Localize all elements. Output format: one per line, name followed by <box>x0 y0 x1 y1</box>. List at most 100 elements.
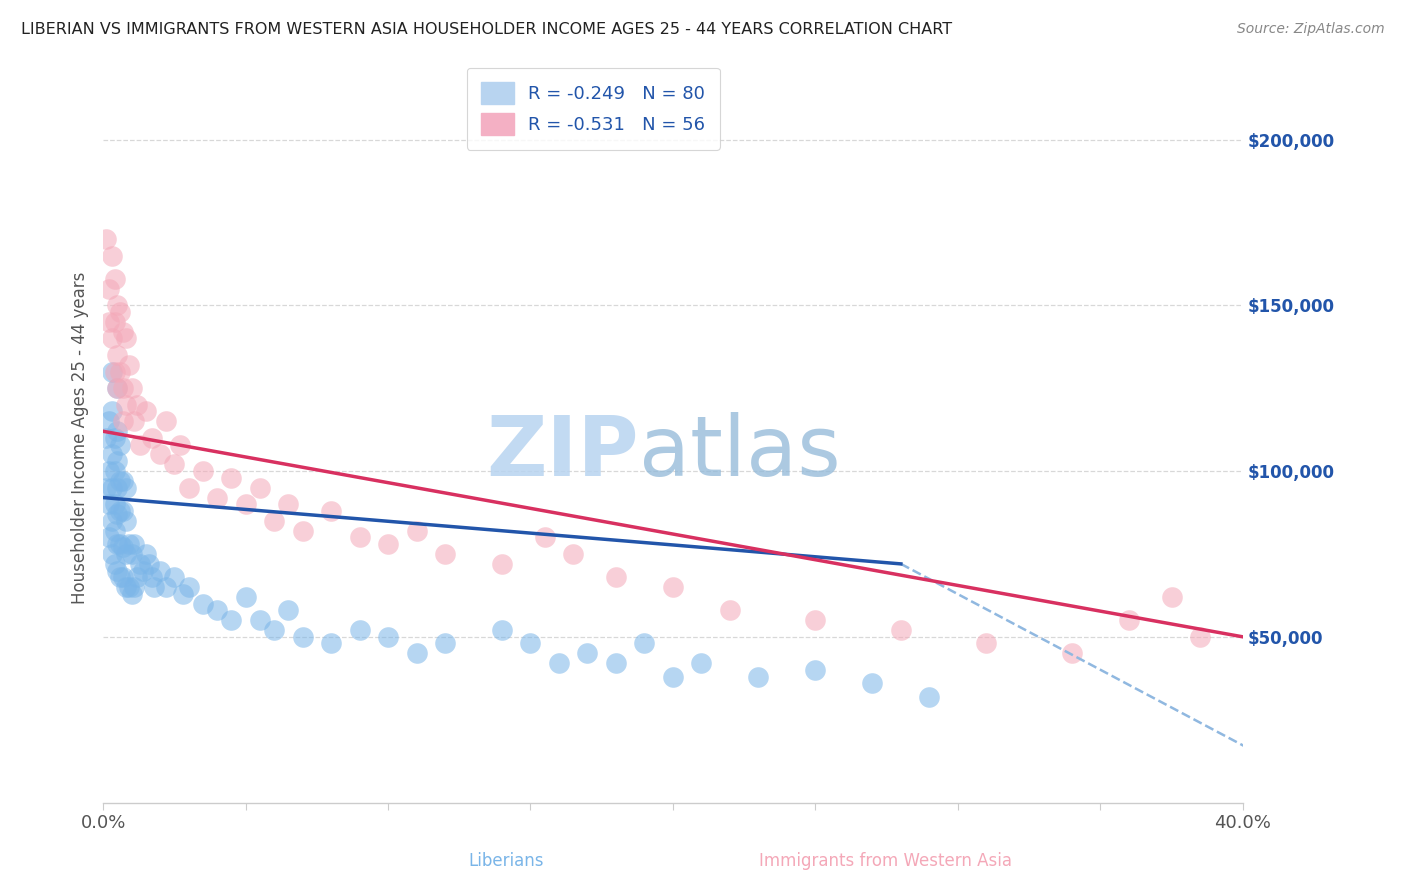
Point <box>349 530 371 544</box>
Point <box>105 298 128 312</box>
Point <box>141 570 163 584</box>
Point <box>118 537 141 551</box>
Point <box>155 414 177 428</box>
Point <box>115 481 138 495</box>
Point <box>127 570 149 584</box>
Point <box>103 365 125 379</box>
Point <box>191 597 214 611</box>
Point <box>103 464 125 478</box>
Point <box>263 514 285 528</box>
Point <box>115 514 138 528</box>
Point <box>112 414 135 428</box>
Point <box>100 404 122 418</box>
Point <box>249 613 271 627</box>
Point <box>434 636 457 650</box>
Point <box>112 570 135 584</box>
Point <box>918 690 941 704</box>
Point <box>112 381 135 395</box>
Point <box>105 507 128 521</box>
Point <box>110 537 132 551</box>
Point <box>97 282 120 296</box>
Point <box>177 481 200 495</box>
Point <box>662 670 685 684</box>
Point <box>127 398 149 412</box>
Text: LIBERIAN VS IMMIGRANTS FROM WESTERN ASIA HOUSEHOLDER INCOME AGES 25 - 44 YEARS C: LIBERIAN VS IMMIGRANTS FROM WESTERN ASIA… <box>21 22 952 37</box>
Point <box>124 580 146 594</box>
Text: Source: ZipAtlas.com: Source: ZipAtlas.com <box>1237 22 1385 37</box>
Point <box>533 530 555 544</box>
Point <box>124 414 146 428</box>
Point <box>105 454 128 468</box>
Point <box>377 537 399 551</box>
Point <box>105 481 128 495</box>
Point <box>177 580 200 594</box>
Point <box>1118 613 1140 627</box>
Point <box>105 564 128 578</box>
Point <box>110 365 132 379</box>
Point <box>138 557 160 571</box>
Point <box>860 676 883 690</box>
Point <box>118 580 141 594</box>
Point <box>804 613 827 627</box>
Point <box>633 636 655 650</box>
Point <box>105 348 128 362</box>
Point <box>100 448 122 462</box>
Point <box>105 381 128 395</box>
Point <box>132 564 155 578</box>
Point <box>97 315 120 329</box>
Point <box>434 547 457 561</box>
Point <box>349 624 371 638</box>
Point <box>103 272 125 286</box>
Point <box>291 630 314 644</box>
Point <box>129 437 152 451</box>
Point <box>277 603 299 617</box>
Point <box>576 647 599 661</box>
Point <box>718 603 741 617</box>
Point <box>319 636 342 650</box>
Point <box>110 474 132 488</box>
Point <box>110 504 132 518</box>
Point <box>291 524 314 538</box>
Point <box>249 481 271 495</box>
Text: atlas: atlas <box>638 412 841 493</box>
Point <box>94 431 117 445</box>
Point <box>149 564 172 578</box>
Point <box>105 381 128 395</box>
Legend: R = -0.249   N = 80, R = -0.531   N = 56: R = -0.249 N = 80, R = -0.531 N = 56 <box>467 68 720 150</box>
Point <box>548 657 571 671</box>
Point <box>135 547 157 561</box>
Point <box>97 497 120 511</box>
Point <box>747 670 769 684</box>
Point <box>121 381 143 395</box>
Point <box>405 524 427 538</box>
Point <box>377 630 399 644</box>
Point <box>141 431 163 445</box>
Text: Liberians: Liberians <box>468 852 544 870</box>
Point <box>103 431 125 445</box>
Point <box>103 524 125 538</box>
Point <box>112 325 135 339</box>
Point <box>562 547 585 561</box>
Point <box>205 603 228 617</box>
Y-axis label: Householder Income Ages 25 - 44 years: Householder Income Ages 25 - 44 years <box>72 272 89 604</box>
Point <box>112 504 135 518</box>
Point <box>205 491 228 505</box>
Point <box>405 647 427 661</box>
Point <box>605 570 627 584</box>
Point <box>110 305 132 319</box>
Point <box>890 624 912 638</box>
Point <box>124 537 146 551</box>
Point <box>100 331 122 345</box>
Point <box>690 657 713 671</box>
Point <box>605 657 627 671</box>
Point <box>1189 630 1212 644</box>
Point <box>235 497 257 511</box>
Point <box>103 557 125 571</box>
Point <box>277 497 299 511</box>
Point <box>105 537 128 551</box>
Point <box>135 404 157 418</box>
Point <box>97 464 120 478</box>
Point <box>121 587 143 601</box>
Point <box>100 481 122 495</box>
Point <box>100 514 122 528</box>
